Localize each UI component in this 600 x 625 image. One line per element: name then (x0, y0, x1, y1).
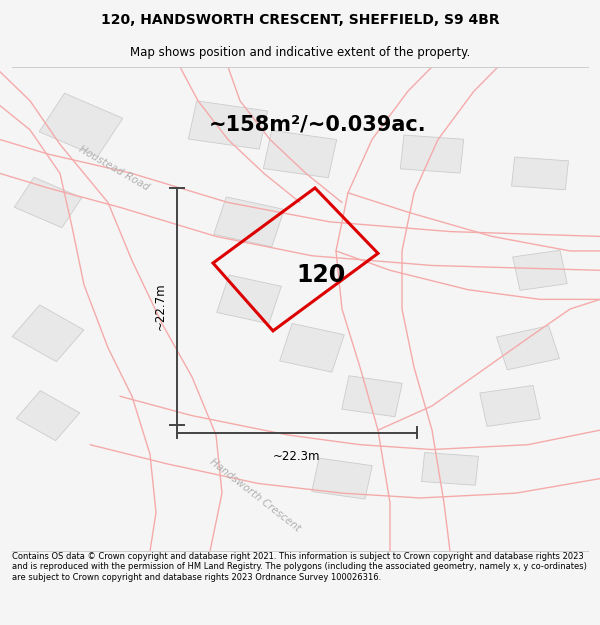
Text: 120: 120 (296, 263, 346, 287)
Polygon shape (39, 93, 123, 157)
Text: ~22.7m: ~22.7m (154, 283, 167, 331)
Polygon shape (480, 386, 540, 426)
Polygon shape (400, 135, 464, 173)
Text: ~158m²/~0.039ac.: ~158m²/~0.039ac. (209, 115, 427, 135)
Polygon shape (422, 452, 478, 485)
Polygon shape (263, 131, 337, 178)
Polygon shape (12, 305, 84, 362)
Polygon shape (214, 197, 284, 247)
Polygon shape (188, 101, 268, 149)
Text: Handsworth Crescent: Handsworth Crescent (208, 457, 302, 534)
Text: 120, HANDSWORTH CRESCENT, SHEFFIELD, S9 4BR: 120, HANDSWORTH CRESCENT, SHEFFIELD, S9 … (101, 13, 499, 27)
Polygon shape (280, 324, 344, 372)
Polygon shape (512, 157, 568, 190)
Polygon shape (496, 326, 560, 370)
Polygon shape (14, 177, 82, 227)
Polygon shape (16, 391, 80, 441)
Text: Contains OS data © Crown copyright and database right 2021. This information is : Contains OS data © Crown copyright and d… (12, 552, 587, 582)
Text: ~22.3m: ~22.3m (273, 450, 321, 463)
Polygon shape (342, 376, 402, 417)
Text: Houstead Road: Houstead Road (77, 144, 151, 192)
Text: Map shows position and indicative extent of the property.: Map shows position and indicative extent… (130, 46, 470, 59)
Polygon shape (312, 458, 372, 499)
Polygon shape (513, 250, 567, 291)
Polygon shape (217, 275, 281, 324)
